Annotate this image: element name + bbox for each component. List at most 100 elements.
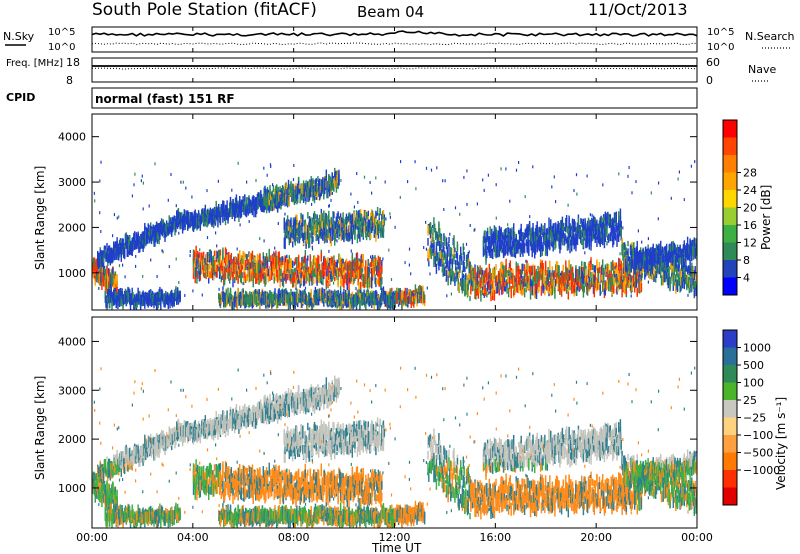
power-echo-cell	[108, 255, 111, 261]
power-echo-cell	[313, 276, 315, 285]
power-echo-cell	[674, 274, 676, 285]
power-echo-cell	[332, 178, 334, 191]
power-echo-cell	[332, 265, 334, 276]
power-echo-cell	[254, 203, 256, 209]
power-echo-cell	[471, 270, 473, 279]
power-echo-cell	[300, 183, 302, 190]
power-echo-cell	[100, 271, 102, 282]
power-echo-cell	[429, 246, 432, 255]
power-echo-cell	[580, 267, 582, 277]
power-echo-cell	[525, 270, 528, 276]
power-echo-cell	[484, 270, 486, 278]
power-echo-cell	[690, 284, 692, 293]
power-echo-cell	[490, 285, 492, 295]
power-echo-cell	[144, 233, 146, 245]
power-echo-cell	[119, 242, 122, 254]
power-echo-cell	[518, 285, 520, 294]
power-echo-cell	[583, 263, 586, 277]
power-echo-cell	[318, 186, 320, 197]
power-echo-cell	[528, 277, 530, 282]
power-echo-cell	[621, 244, 623, 256]
power-echo-cell	[314, 213, 317, 220]
power-echo-cell	[264, 201, 266, 208]
power-echo-cell	[305, 273, 307, 282]
power-echo-cell	[486, 267, 488, 281]
power-echo-cell	[306, 230, 308, 242]
power-echo-cell	[173, 223, 175, 230]
power-echo-cell	[604, 232, 607, 242]
power-echo-cell	[231, 259, 233, 264]
power-echo-cell	[232, 208, 234, 218]
power-echo-cell	[512, 245, 514, 250]
power-echo-cell	[544, 235, 546, 244]
power-echo-cell	[634, 275, 637, 288]
power-echo-cell	[634, 247, 636, 260]
power-echo-cell	[287, 226, 290, 231]
power-echo-cell	[314, 262, 317, 270]
power-echo-cell	[318, 181, 320, 191]
power-echo-cell	[402, 291, 404, 301]
power-echo-cell	[329, 272, 331, 285]
power-echo-cell	[567, 288, 570, 300]
power-echo-cell	[639, 250, 642, 262]
power-echo-cell	[358, 263, 360, 273]
power-echo-cell	[497, 239, 499, 249]
power-echo-cell	[521, 284, 523, 296]
power-echo-cell	[597, 268, 599, 274]
freq-left-tick-bottom: 8	[66, 74, 73, 87]
power-echo-cell	[532, 223, 534, 232]
power-echo-cell	[638, 252, 640, 263]
power-echo-cell	[276, 268, 278, 277]
power-echo-cell	[142, 231, 144, 240]
power-echo-cell	[460, 246, 462, 257]
power-echo-cell	[665, 270, 668, 279]
power-echo-cell	[542, 242, 544, 252]
power-echo-cell	[250, 272, 253, 282]
power-echo-cell	[509, 234, 512, 245]
power-echo-cell	[251, 206, 254, 216]
power-echo-cell	[480, 281, 482, 288]
power-echo-cell	[305, 241, 307, 247]
power-echo-cell	[497, 248, 500, 258]
power-echo-cell	[588, 226, 591, 237]
power-echo-cell	[371, 257, 373, 267]
power-echo-cell	[625, 290, 628, 295]
power-echo-cell	[243, 209, 245, 215]
power-echo-cell	[108, 253, 110, 263]
power-echo-cell	[343, 219, 345, 227]
power-echo-cell	[368, 277, 370, 289]
power-echo-cell	[315, 264, 317, 275]
power-echo-cell	[642, 254, 644, 263]
power-echo-cell	[534, 242, 537, 247]
power-echo-cell	[395, 292, 397, 304]
power-echo-cell	[495, 229, 497, 241]
power-echo-cell	[235, 200, 238, 212]
power-echo-cell	[341, 264, 344, 276]
power-echo-cell	[297, 224, 300, 232]
power-echo-cell	[233, 202, 235, 208]
power-echo-cell	[207, 252, 209, 263]
power-echo-cell	[660, 264, 663, 271]
power-echo-cell	[612, 236, 614, 248]
power-echo-cell	[627, 248, 629, 259]
power-echo-cell	[218, 207, 221, 214]
power-echo-cell	[284, 260, 286, 272]
power-echo-cell	[284, 236, 286, 250]
power-echo-cell	[273, 258, 275, 269]
power-echo-cell	[515, 266, 517, 278]
nave-trace	[92, 67, 698, 70]
power-echo-cell	[253, 255, 255, 262]
power-echo-cell	[281, 188, 283, 201]
power-echo-cell	[213, 255, 215, 268]
power-echo-cell	[672, 274, 675, 286]
power-echo-cell	[337, 171, 339, 184]
power-echo-cell	[328, 221, 330, 229]
power-echo-cell	[97, 271, 100, 279]
power-echo-cell	[460, 280, 462, 287]
power-echo-cell	[109, 253, 112, 266]
power-echo-cell	[528, 227, 530, 235]
power-echo-cell	[450, 275, 453, 282]
power-echo-cell	[212, 260, 214, 273]
power-echo-cell	[492, 231, 495, 240]
power-echo-cell	[251, 202, 254, 211]
